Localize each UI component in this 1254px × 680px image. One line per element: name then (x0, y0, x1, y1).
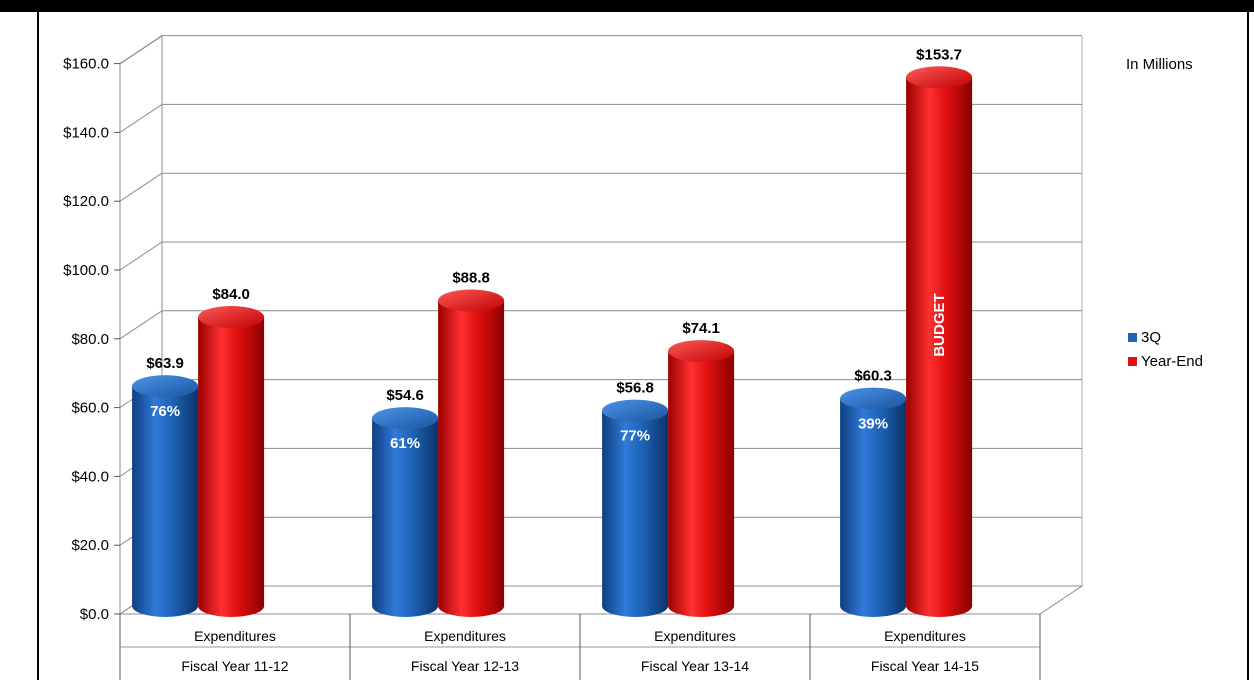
bar-cap (132, 375, 199, 398)
bar-year-end-1 (198, 306, 265, 617)
bar-body (906, 77, 973, 618)
bar-cap (372, 407, 439, 430)
percent-label: 39% (858, 416, 888, 433)
y-tick-label: $120.0 (63, 193, 109, 210)
legend-swatch-year-end (1128, 357, 1137, 366)
category-label-line2: Fiscal Year 14-15 (871, 658, 979, 674)
category-label-line1: Expenditures (654, 628, 736, 644)
legend-swatch-3q (1128, 333, 1137, 342)
category-axis: Expenditures Fiscal Year 11-12 Expenditure… (119, 614, 1041, 680)
legend: 3Q Year-End (1128, 329, 1203, 370)
category-label-line1: Expenditures (884, 628, 966, 644)
y-tick-label: $140.0 (63, 124, 109, 141)
percent-label: 77% (620, 428, 650, 445)
y-tick-label: $20.0 (71, 537, 109, 554)
bar-body (132, 386, 199, 617)
category-label-line2: Fiscal Year 12-13 (411, 658, 519, 674)
y-tick-label: $40.0 (71, 468, 109, 485)
y-axis-ticks: $0.0 $20.0 $40.0 $60.0 $80.0 $100.0 $120.0 $140… (63, 56, 120, 623)
bar-3q-2 (372, 407, 439, 617)
percent-label: 76% (150, 403, 180, 420)
y-tick-label: $160.0 (63, 56, 109, 73)
value-label: $153.7 (916, 46, 962, 63)
percent-label: 61% (390, 435, 420, 452)
value-labels: $63.9 76% $84.0 $54.6 61% $88.8 $56.8 77% $74.1 $… (146, 46, 962, 452)
bar-year-end-4 (906, 66, 973, 618)
bar-cap (602, 399, 669, 422)
y-tick-label: $0.0 (80, 606, 109, 623)
budget-label: BUDGET (931, 293, 948, 356)
value-label: $56.8 (616, 380, 654, 397)
bar-body (372, 418, 439, 617)
gridline-side (119, 172, 163, 202)
gridline-side (119, 35, 163, 65)
gridline-side (119, 310, 163, 340)
bar-body (840, 398, 907, 617)
category-label-line1: Expenditures (194, 628, 276, 644)
legend-label-year-end: Year-End (1141, 353, 1203, 370)
y-tick-label: $80.0 (71, 331, 109, 348)
value-label: $74.1 (682, 320, 720, 337)
bar-body (438, 300, 505, 617)
gridline-side (119, 241, 163, 271)
category-label-line2: Fiscal Year 11-12 (181, 658, 288, 674)
value-label: $60.3 (854, 368, 892, 385)
bar-body (602, 410, 669, 617)
bar-year-end-2 (438, 289, 505, 617)
bar-cap (906, 66, 973, 89)
bars (132, 66, 973, 618)
bar-cap (840, 387, 907, 410)
y-tick-label: $60.0 (71, 400, 109, 417)
bar-body (198, 317, 265, 617)
bar-year-end-3 (668, 340, 735, 617)
legend-label-3q: 3Q (1141, 329, 1161, 346)
bar-cap (438, 289, 505, 312)
value-label: $84.0 (212, 286, 250, 303)
bar-3q-4 (840, 387, 907, 617)
header-bar (0, 0, 1254, 12)
gridline-side (119, 103, 163, 133)
y-tick-label: $100.0 (63, 262, 109, 279)
bar-cap (198, 306, 265, 329)
bar-3q-3 (602, 399, 669, 617)
value-label: $63.9 (146, 355, 184, 372)
bar-body (668, 351, 735, 617)
bar-3q-1 (132, 375, 199, 617)
category-label-line1: Expenditures (424, 628, 506, 644)
value-label: $54.6 (386, 387, 424, 404)
category-label-line2: Fiscal Year 13-14 (641, 658, 749, 674)
value-label: $88.8 (452, 270, 490, 287)
bar-cap (668, 340, 735, 363)
unit-note: In Millions (1126, 56, 1193, 73)
